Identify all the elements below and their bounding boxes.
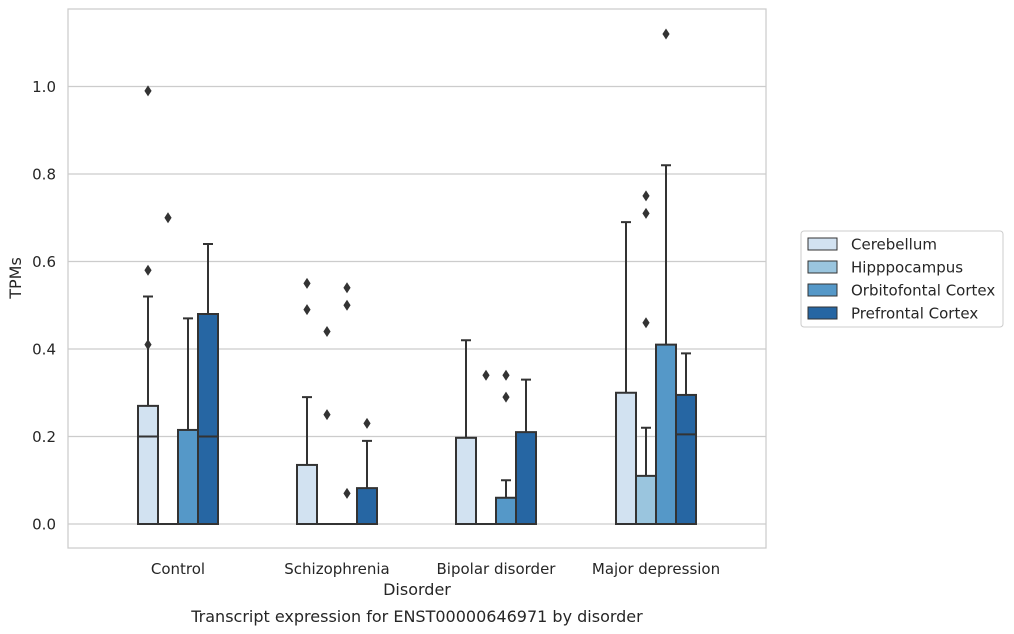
x-tick-label: Bipolar disorder (437, 560, 557, 578)
x-tick-label: Control (151, 560, 205, 578)
box-2-1 (475, 369, 497, 526)
box-body (455, 436, 477, 525)
legend: Cerebellum Hipppocampus Orbitofontal Corte… (800, 230, 1004, 328)
box-2-2 (495, 369, 517, 525)
y-tick-label: 0.8 (32, 166, 56, 184)
legend-item: Prefrontal Cortex (807, 305, 978, 323)
legend-label: Hipppocampus (851, 259, 963, 277)
outlier-point (642, 207, 650, 219)
outlier-point (502, 369, 510, 381)
box-3-3 (675, 352, 697, 525)
box-body (137, 404, 159, 525)
box-body (296, 463, 318, 525)
box-body (635, 474, 657, 525)
y-tick-labels: 0.0 0.2 0.4 0.6 0.8 1.0 (32, 78, 56, 534)
y-tick-label: 0.6 (32, 253, 56, 271)
legend-label: Prefrontal Cortex (851, 305, 978, 323)
legend-frame (800, 230, 1004, 328)
box-1-2 (336, 282, 358, 526)
x-tick-label: Schizophrenia (284, 560, 389, 578)
box-3-1 (635, 190, 657, 525)
box-body (615, 391, 637, 525)
box-3-2 (655, 28, 677, 525)
outlier-point (303, 304, 311, 316)
outlier-point (662, 28, 670, 40)
outlier-point (642, 317, 650, 329)
y-axis-label: TPMs (6, 257, 25, 300)
chart-caption: Transcript expression for ENST0000064697… (190, 607, 643, 626)
y-tick-label: 0.2 (32, 428, 56, 446)
plot-frame (67, 8, 767, 549)
box-1-3 (356, 417, 378, 525)
legend-item: Cerebellum (807, 236, 937, 254)
legend-swatch (807, 306, 838, 320)
legend-label: Orbitofontal Cortex (851, 282, 995, 300)
outlier-point (323, 409, 331, 421)
outlier-point (482, 369, 490, 381)
legend-label: Cerebellum (851, 236, 937, 254)
box-0-3 (197, 243, 219, 525)
outlier-point (343, 282, 351, 294)
legend-item: Hipppocampus (807, 259, 963, 277)
box-body (515, 431, 537, 525)
box-body (675, 393, 697, 525)
outlier-point (323, 326, 331, 337)
outlier-point (144, 339, 152, 351)
y-tick-label: 0.4 (32, 341, 56, 359)
outlier-point (502, 391, 510, 403)
outlier-point (363, 417, 371, 429)
y-tick-label: 1.0 (32, 78, 56, 96)
legend-swatch (807, 237, 838, 251)
box-0-0 (137, 85, 159, 525)
outlier-point (144, 264, 152, 276)
boxes (137, 28, 697, 526)
box-0-1 (157, 212, 179, 526)
legend-swatch (807, 283, 838, 297)
x-tick-labels: Control Schizophrenia Bipolar disorder Majo… (151, 560, 720, 578)
outlier-point (144, 85, 152, 97)
x-axis-label: Disorder (383, 580, 451, 599)
outlier-point (642, 190, 650, 202)
outlier-point (303, 277, 311, 289)
box-body (495, 496, 517, 525)
outlier-point (343, 487, 351, 499)
box-2-3 (515, 378, 537, 525)
box-body (655, 343, 677, 525)
box-body (197, 313, 219, 525)
box-1-0 (296, 277, 318, 525)
box-2-0 (455, 339, 477, 525)
box-3-0 (615, 221, 637, 525)
box-body (356, 487, 378, 525)
y-tick-label: 0.0 (32, 516, 56, 534)
x-tick-label: Major depression (592, 560, 720, 578)
box-1-1 (316, 326, 338, 526)
legend-swatch (807, 260, 838, 274)
legend-item: Orbitofontal Cortex (807, 282, 995, 300)
outlier-point (343, 299, 351, 311)
outlier-point (164, 212, 172, 224)
box-body (177, 428, 199, 525)
